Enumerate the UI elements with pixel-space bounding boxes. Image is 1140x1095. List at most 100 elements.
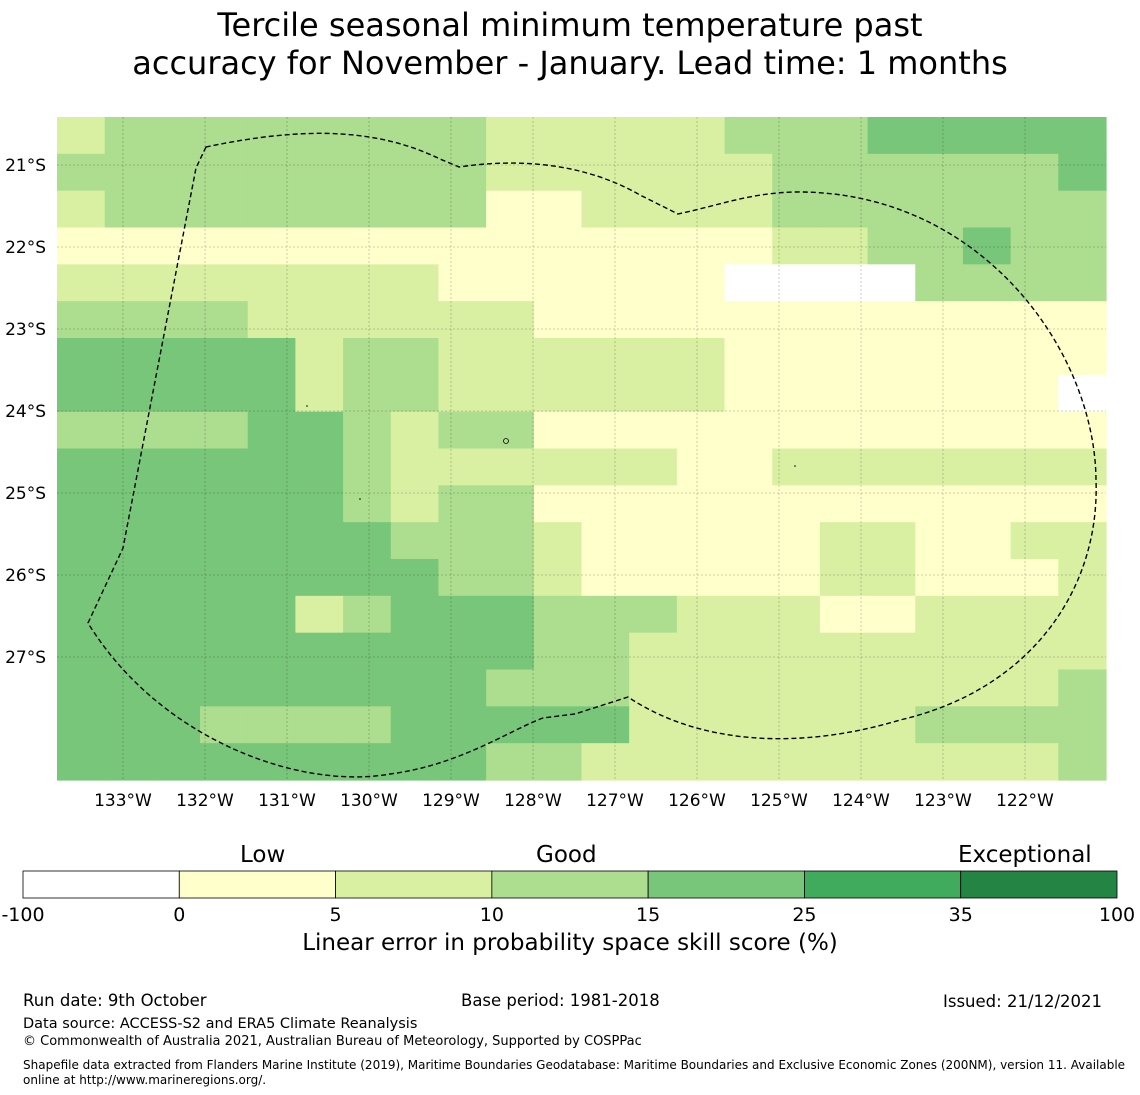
grid-cell xyxy=(152,153,201,192)
grid-cell xyxy=(724,559,773,597)
grid-cell xyxy=(915,227,964,265)
grid-cell xyxy=(295,522,344,560)
grid-cell xyxy=(152,706,201,744)
grid-cell xyxy=(867,522,916,560)
grid-cell xyxy=(962,117,1012,155)
grid-cell xyxy=(200,190,249,229)
grid-cell xyxy=(390,743,440,781)
grid-cell xyxy=(343,559,392,597)
grid-cell xyxy=(629,448,678,486)
grid-cell xyxy=(867,190,916,229)
grid-cell xyxy=(486,559,535,597)
grid-cell xyxy=(343,374,392,413)
grid-cell xyxy=(200,301,249,339)
grid-cell xyxy=(867,301,916,339)
grid-cell xyxy=(104,117,153,155)
grid-cell xyxy=(772,117,821,155)
grid-cell xyxy=(57,153,106,192)
grid-cell xyxy=(343,153,392,192)
colorbar-ticks: -100 0 5 10 15 25 35 100 xyxy=(1,904,1135,926)
longitude-label: 129°W xyxy=(422,791,480,811)
grid-cell xyxy=(295,559,344,597)
grid-cell xyxy=(390,632,440,671)
grid-cell xyxy=(247,374,297,413)
grid-cell xyxy=(104,669,153,707)
grid-cell xyxy=(1058,264,1107,302)
grid-cell xyxy=(152,264,201,302)
grid-cell xyxy=(533,669,583,707)
grid-cell xyxy=(247,522,297,560)
grid-cell xyxy=(819,632,869,671)
grid-cell xyxy=(247,338,297,376)
grid-cell xyxy=(247,190,297,229)
grid-cell xyxy=(57,706,106,744)
colorbar-low-label: Low xyxy=(240,842,286,868)
grid-cell xyxy=(772,190,821,229)
grid-cell xyxy=(1058,301,1107,339)
skill-map: 133°W 132°W 131°W 130°W 129°W 128°W 127°W 126°W… xyxy=(5,117,1107,811)
grid-cell xyxy=(1058,522,1107,560)
grid-cell xyxy=(533,743,583,781)
grid-cell xyxy=(1058,706,1107,744)
grid-cell xyxy=(247,706,297,744)
grid-cell xyxy=(486,153,535,192)
grid-cell xyxy=(724,117,773,155)
grid-cell xyxy=(152,743,201,781)
grid-cell xyxy=(724,301,773,339)
grid-cell xyxy=(915,595,964,634)
grid-cell xyxy=(533,227,583,265)
grid-cell xyxy=(581,559,630,597)
grid-cell xyxy=(390,338,440,376)
grid-cell xyxy=(57,559,106,597)
grid-cell xyxy=(1058,595,1107,634)
grid-cell xyxy=(724,706,773,744)
grid-cell xyxy=(1010,374,1059,413)
grid-cell xyxy=(247,411,297,450)
grid-cell xyxy=(629,632,678,671)
grid-cell xyxy=(438,411,487,450)
grid-cell xyxy=(438,632,487,671)
grid-cell xyxy=(724,632,773,671)
grid-cell xyxy=(1010,301,1059,339)
grid-cell xyxy=(629,743,678,781)
grid-cell xyxy=(343,301,392,339)
grid-cell xyxy=(343,706,392,744)
longitude-label: 128°W xyxy=(504,791,562,811)
grid-cell xyxy=(247,153,297,192)
grid-cell xyxy=(295,411,344,450)
grid-cell xyxy=(915,522,964,560)
grid-cell xyxy=(295,227,344,265)
grid-cell xyxy=(438,485,487,523)
latitude-label: 21°S xyxy=(5,156,46,176)
grid-cell xyxy=(915,153,964,192)
grid-cell xyxy=(1010,448,1059,486)
grid-cell xyxy=(581,595,630,634)
grid-cell xyxy=(867,117,916,155)
grid-cell xyxy=(819,117,869,155)
grid-cell xyxy=(581,227,630,265)
grid-cell xyxy=(152,117,201,155)
grid-cell xyxy=(152,448,201,486)
grid-cell xyxy=(915,338,964,376)
grid-cell xyxy=(152,559,201,597)
grid-cell xyxy=(629,227,678,265)
grid-cell xyxy=(57,374,106,413)
grid-cell xyxy=(200,595,249,634)
grid-cell xyxy=(676,227,726,265)
grid-cell xyxy=(819,264,869,302)
grid-cell xyxy=(486,522,535,560)
grid-cell xyxy=(819,190,869,229)
grid-cell xyxy=(438,559,487,597)
grid-cell xyxy=(343,669,392,707)
grid-cell xyxy=(152,522,201,560)
grid-cell xyxy=(1058,669,1107,707)
grid-cell xyxy=(390,264,440,302)
grid-cell xyxy=(200,485,249,523)
grid-cell xyxy=(772,595,821,634)
grid-cell xyxy=(533,485,583,523)
grid-cell xyxy=(581,743,630,781)
grid-cell xyxy=(343,117,392,155)
latitude-label: 26°S xyxy=(5,566,46,586)
copyright: © Commonwealth of Australia 2021, Austra… xyxy=(23,1034,642,1049)
grid-cell xyxy=(1010,522,1059,560)
